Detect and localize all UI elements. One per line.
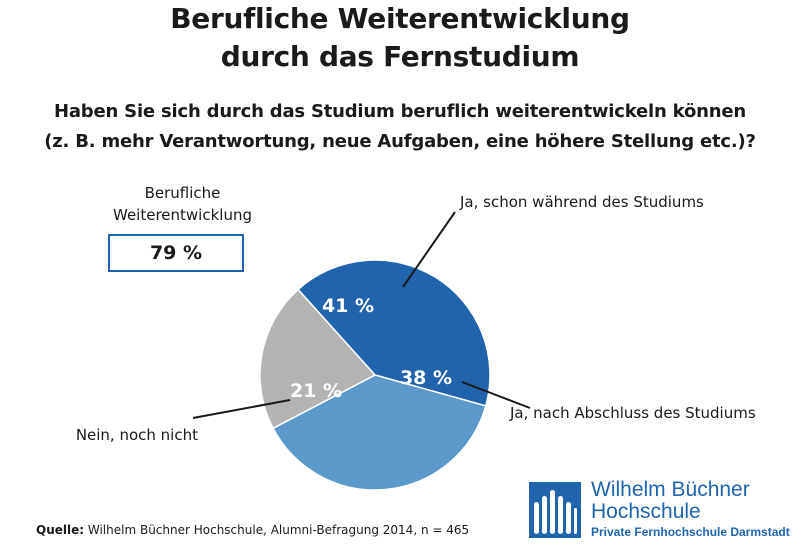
slice-category-label-1: Ja, schon während des Studiums xyxy=(459,193,704,211)
source-note: Quelle: Wilhelm Büchner Hochschule, Alum… xyxy=(36,522,469,538)
pie-slice-2 xyxy=(272,374,487,491)
university-logo-icon xyxy=(529,482,581,538)
slice-category-label-2: Ja, nach Abschluss des Studiums xyxy=(509,404,756,422)
chart-title-line2: durch das Fernstudium xyxy=(220,40,580,73)
slice-category-label-3: Nein, noch nicht xyxy=(76,426,198,444)
summary-label-line1: Berufliche xyxy=(144,184,221,202)
slice-value-label-3: 21 % xyxy=(290,380,342,402)
slice-value-label-1: 41 % xyxy=(322,295,374,317)
leader-line-3 xyxy=(192,399,291,419)
chart-title-line1: Berufliche Weiterentwicklung xyxy=(170,2,630,35)
logo-tagline: Private Fernhochschule Darmstadt xyxy=(591,525,790,539)
pie-chart: 41 % Ja, schon während des Studiums 38 % Ja… xyxy=(76,193,756,491)
logo-name-line2: Hochschule xyxy=(591,500,701,523)
pie-slice-3 xyxy=(259,288,377,430)
logo-name-line1: Wilhelm Büchner xyxy=(591,478,750,501)
question-line1: Haben Sie sich durch das Studium berufli… xyxy=(54,101,746,122)
pie-slice-1 xyxy=(296,259,491,407)
question-line2: (z. B. mehr Verantwortung, neue Aufgaben… xyxy=(44,131,756,152)
leader-line-1 xyxy=(402,211,456,288)
summary-value-box: 79 % xyxy=(108,234,244,272)
source-prefix: Quelle: xyxy=(36,523,85,537)
source-text: Wilhelm Büchner Hochschule, Alumni-Befra… xyxy=(84,523,470,537)
leader-line-2 xyxy=(461,381,531,409)
summary-label-line2: Weiterentwicklung xyxy=(113,206,252,224)
slice-value-label-2: 38 % xyxy=(400,367,452,389)
